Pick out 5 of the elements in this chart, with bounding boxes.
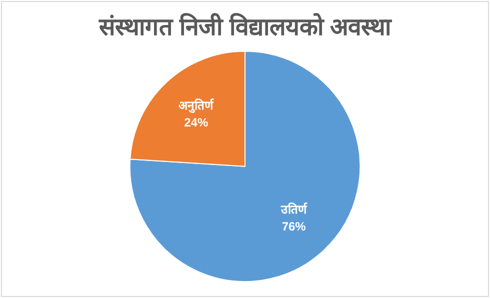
slice-label: उतिर्ण (280, 202, 308, 217)
chart-title: संस्थागत निजी विद्यालयको अवस्था (98, 13, 392, 42)
slice-label: अनुतिर्ण (178, 98, 215, 114)
data-label: 76% (282, 220, 306, 234)
data-label: 24% (184, 116, 208, 130)
